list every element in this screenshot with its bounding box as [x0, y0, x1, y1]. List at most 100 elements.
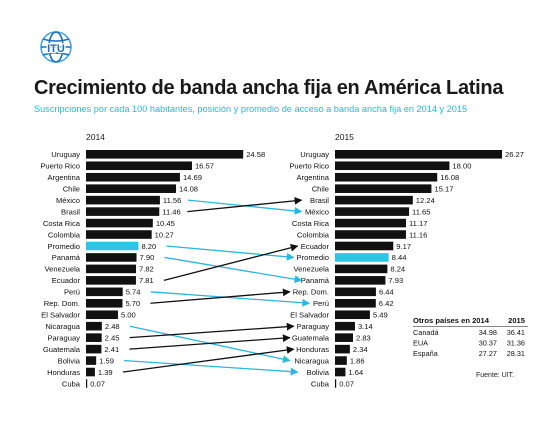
bar-2015-puerto-rico	[335, 161, 450, 171]
value-label-2014-uruguay: 24.58	[246, 150, 265, 159]
category-label-2014-el-salvador: El Salvador	[41, 311, 80, 320]
category-label-2014-brasil: Brasil	[61, 207, 80, 216]
category-label-2014-guatemala: Guatemala	[43, 345, 81, 354]
category-label-2015-cuba: Cuba	[311, 379, 330, 388]
bar-2015-uruguay	[335, 150, 502, 159]
bar-2015-promedio	[335, 253, 389, 262]
bar-2015-el-salvador	[335, 310, 370, 320]
category-label-2015-colombia: Colombia	[297, 230, 330, 239]
bar-2014-cuba	[86, 379, 88, 388]
bar-2014-el-salvador	[86, 310, 118, 320]
category-label-2014-cuba: Cuba	[62, 379, 81, 388]
bar-2014-chile	[86, 184, 177, 193]
bar-2014-peru	[86, 287, 123, 297]
value-label-2014-rep-dom: 5.70	[125, 299, 140, 308]
bar-2014-puerto-rico	[86, 161, 192, 171]
bar-2014-ecuador	[86, 276, 136, 285]
category-label-2014-argentina: Argentina	[47, 173, 80, 182]
bar-2014-colombia	[86, 230, 152, 239]
category-label-2014-ecuador: Ecuador	[52, 276, 81, 285]
bar-2014-promedio	[86, 241, 139, 251]
category-label-2014-uruguay: Uruguay	[51, 150, 80, 159]
value-label-2014-costa-rica: 10.45	[156, 219, 175, 228]
bar-2015-rep-dom	[335, 287, 376, 297]
value-label-2014-cuba: 0.07	[90, 379, 105, 388]
bar-2015-venezuela	[335, 264, 388, 274]
bar-2014-honduras	[86, 367, 95, 377]
bar-2014-mexico	[86, 195, 160, 205]
table-value-2014-espana: 27.27	[479, 349, 497, 358]
rank-arrow-brasil	[187, 196, 303, 213]
table-country-canada: Canadá	[413, 328, 440, 337]
itu-logo: ITU	[40, 31, 72, 63]
bar-2014-panama	[86, 253, 137, 262]
bar-2015-nicaragua	[335, 356, 347, 365]
value-label-2015-bolivia: 1.64	[348, 368, 363, 377]
table-value-2014-canada: 34.98	[479, 328, 497, 337]
bar-2014-rep-dom	[86, 298, 123, 308]
value-label-2015-promedio: 8.44	[392, 253, 407, 262]
value-label-2015-argentina: 16.08	[440, 173, 459, 182]
category-label-2015-paraguay: Paraguay	[296, 322, 329, 331]
value-label-2014-bolivia: 1.59	[99, 356, 114, 365]
value-label-2014-mexico: 11.56	[163, 196, 181, 205]
bar-2015-honduras	[335, 344, 350, 354]
category-label-2015-puerto-rico: Puerto Rico	[289, 162, 329, 171]
bar-2015-costa-rica	[335, 218, 407, 228]
category-label-2015-venezuela: Venezuela	[294, 265, 330, 274]
category-label-2015-guatemala: Guatemala	[292, 333, 330, 342]
value-label-2014-colombia: 10.27	[155, 230, 174, 239]
chart-title: Crecimiento de banda ancha fija en Améri…	[34, 77, 504, 99]
bar-2015-argentina	[335, 172, 438, 182]
category-label-2015-bolivia: Bolivia	[307, 368, 330, 377]
bar-2014-bolivia	[86, 356, 97, 365]
bar-2015-bolivia	[335, 367, 346, 377]
bar-2014-brasil	[86, 207, 160, 216]
value-label-2015-chile: 15.17	[434, 184, 453, 193]
bar-2015-brasil	[335, 195, 413, 205]
bar-2015-panama	[335, 276, 386, 285]
value-label-2014-venezuela: 7.82	[139, 265, 154, 274]
value-label-2015-ecuador: 9.17	[396, 242, 411, 251]
value-label-2015-rep-dom: 6.44	[379, 288, 394, 297]
value-label-2014-ecuador: 7.81	[139, 276, 154, 285]
value-label-2015-el-salvador: 5.49	[373, 311, 388, 320]
rank-arrow-bolivia	[124, 359, 299, 376]
category-label-2015-el-salvador: El Salvador	[290, 311, 329, 320]
bar-2014-guatemala	[86, 344, 102, 354]
category-label-2015-peru: Perú	[313, 299, 329, 308]
category-label-2014-panama: Panamá	[52, 253, 81, 262]
value-label-2014-honduras: 1.39	[98, 368, 113, 377]
value-label-2014-chile: 14.08	[179, 184, 198, 193]
category-label-2015-costa-rica: Costa Rica	[292, 219, 330, 228]
category-label-2015-ecuador: Ecuador	[301, 242, 330, 251]
value-label-2014-panama: 7.90	[140, 253, 155, 262]
value-label-2014-promedio: 8.20	[141, 242, 156, 251]
rank-arrow-paraguay	[129, 322, 295, 339]
category-label-2014-puerto-rico: Puerto Rico	[40, 162, 80, 171]
rank-arrow-honduras	[122, 346, 295, 373]
bar-2015-guatemala	[335, 333, 353, 342]
table-country-espana: España	[413, 349, 439, 358]
table-title: Otros países en 2014	[413, 316, 490, 325]
rank-arrow-peru	[150, 291, 311, 307]
category-label-2014-nicaragua: Nicaragua	[45, 322, 80, 331]
category-label-2014-mexico: México	[56, 196, 80, 205]
bar-2014-uruguay	[86, 150, 244, 159]
bar-2015-peru	[335, 298, 376, 308]
table-value-2015-canada: 36.41	[507, 328, 525, 337]
value-label-2014-guatemala: 2.41	[104, 345, 119, 354]
chart-subtitle: Suscripciones por cada 100 habitantes, p…	[34, 104, 468, 114]
category-label-2014-rep-dom: Rep. Dom.	[44, 299, 80, 308]
year-label-2014: 2014	[86, 132, 105, 142]
category-label-2015-mexico: México	[305, 207, 329, 216]
value-label-2015-puerto-rico: 18.00	[452, 162, 471, 171]
globe-icon	[40, 31, 72, 63]
category-label-2015-promedio: Promedio	[297, 253, 330, 262]
value-label-2015-costa-rica: 11.17	[409, 219, 427, 228]
value-label-2014-nicaragua: 2.48	[105, 322, 120, 331]
value-label-2015-peru: 6.42	[379, 299, 394, 308]
value-label-2015-honduras: 2.34	[353, 345, 368, 354]
value-label-2014-brasil: 11.46	[162, 207, 180, 216]
bar-2014-costa-rica	[86, 218, 153, 228]
